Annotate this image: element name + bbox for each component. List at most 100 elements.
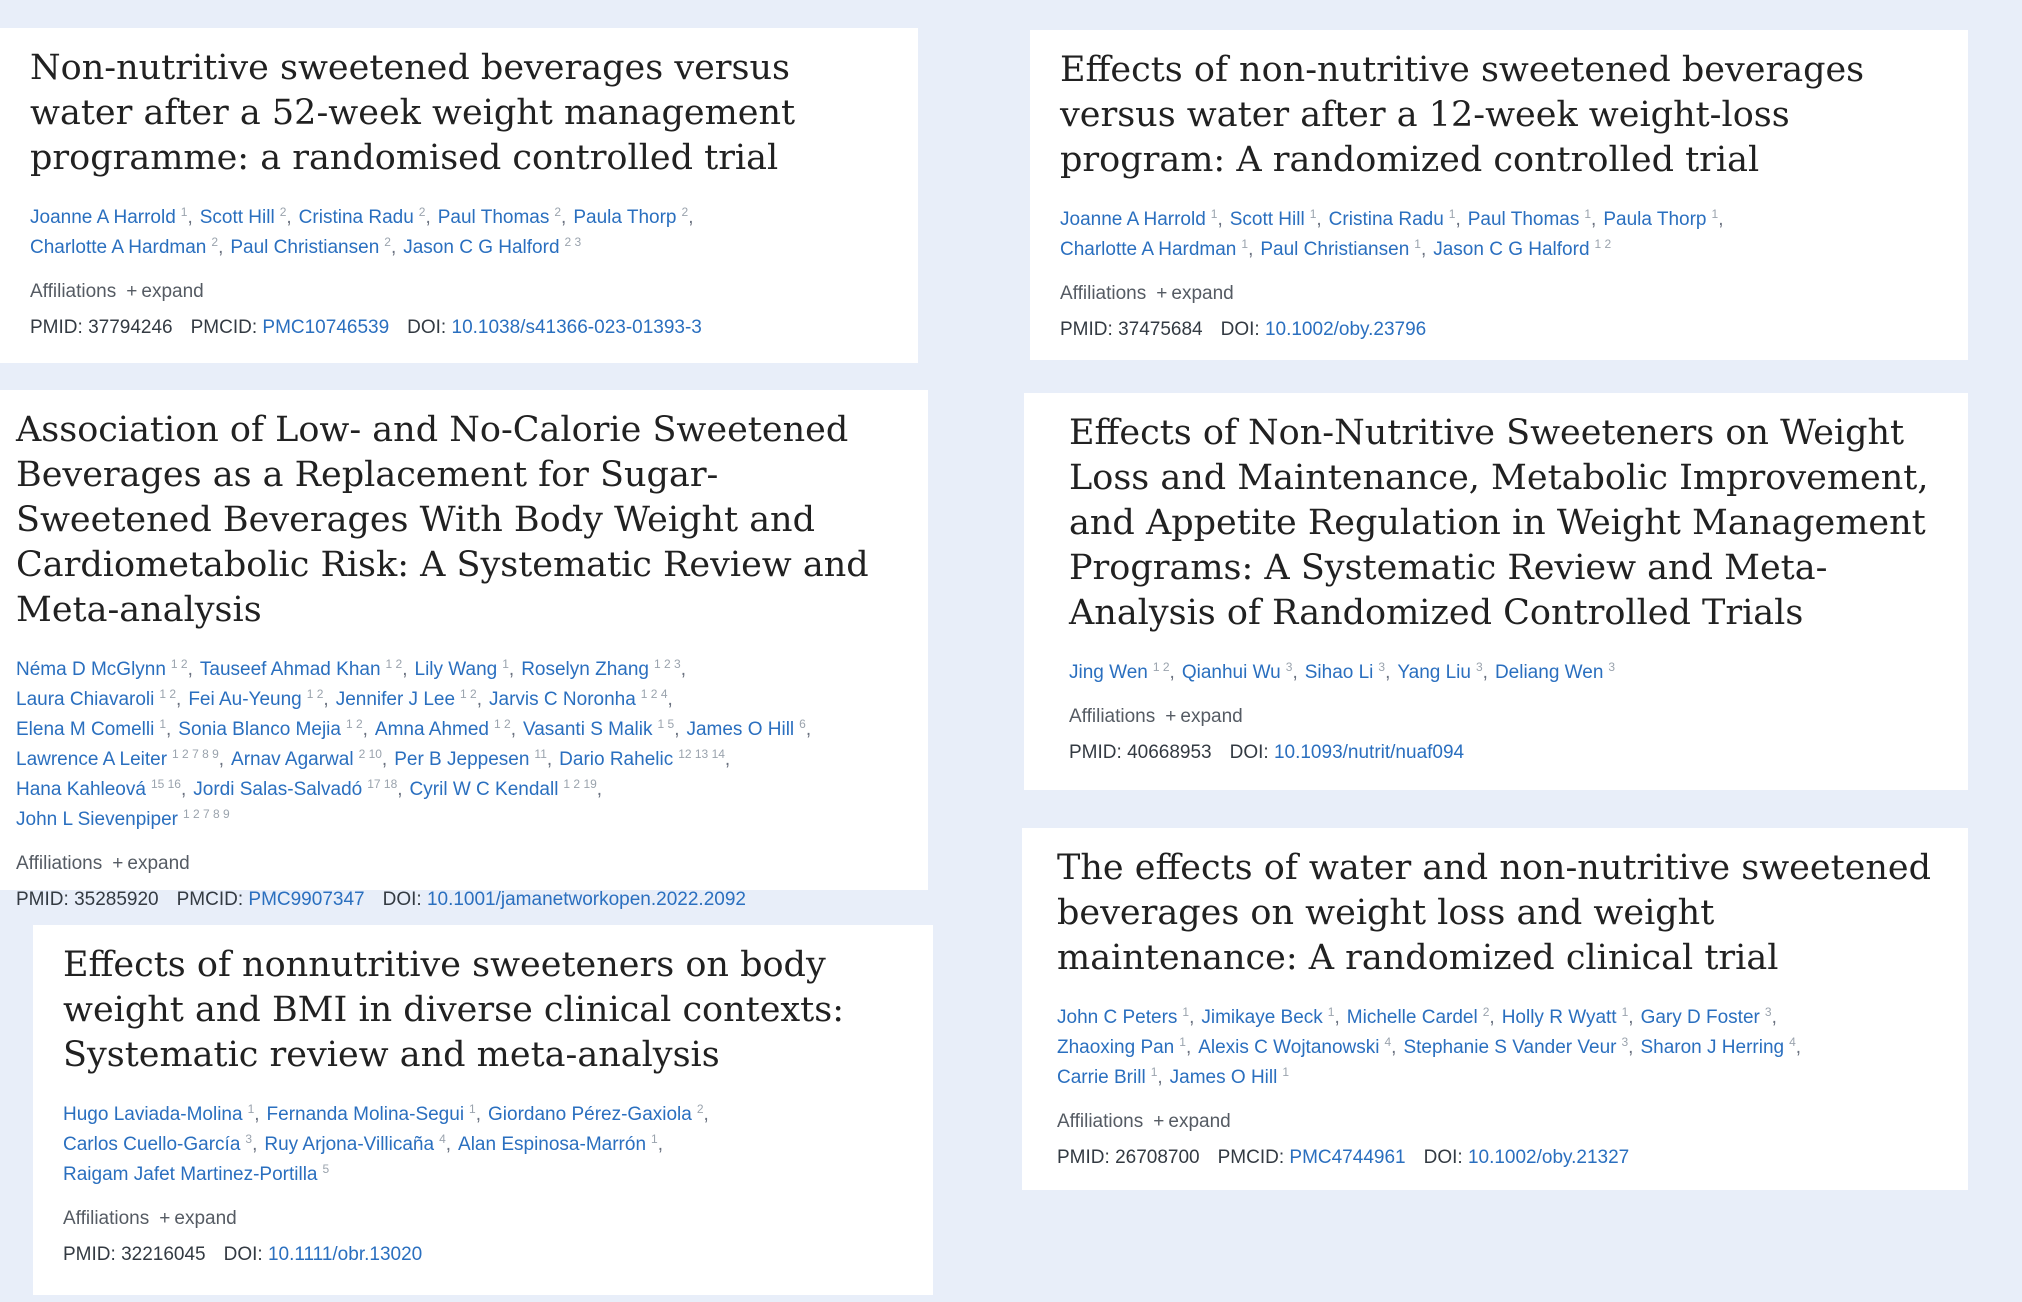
author-name: Yang Liu <box>1397 662 1471 683</box>
affiliations-toggle[interactable]: Affiliations + expand <box>16 849 898 879</box>
doi-link[interactable]: 10.1002/oby.21327 <box>1467 1147 1630 1168</box>
author-link[interactable]: Charlotte A Hardman 1 <box>1060 238 1248 260</box>
author-link[interactable]: Néma D McGlynn 1 2 <box>16 658 188 680</box>
affiliations-toggle[interactable]: Affiliations + expand <box>30 277 888 307</box>
author-link[interactable]: Hugo Laviada-Molina 1 <box>63 1103 254 1125</box>
article-title[interactable]: Effects of non-nutritive sweetened bever… <box>1060 50 1865 180</box>
author-link[interactable]: Deliang Wen 3 <box>1495 661 1615 683</box>
doi-link[interactable]: 10.1038/s41366-023-01393-3 <box>451 317 702 338</box>
author-link[interactable]: Holly R Wyatt 1 <box>1502 1006 1629 1028</box>
pmcid-link[interactable]: PMC4744961 <box>1289 1147 1406 1168</box>
author-link[interactable]: Jordi Salas-Salvadó 17 18 <box>193 778 397 800</box>
author-link[interactable]: Paul Thomas 1 <box>1468 208 1591 230</box>
author-link[interactable]: Giordano Pérez-Gaxiola 2 <box>488 1103 704 1125</box>
doi-link[interactable]: 10.1111/obr.13020 <box>267 1244 423 1265</box>
author-link[interactable]: Dario Rahelic 12 13 14 <box>559 748 725 770</box>
affiliation-number: 1 2 <box>306 687 324 701</box>
author-link[interactable]: John C Peters 1 <box>1057 1006 1189 1028</box>
author-link[interactable]: Charlotte A Hardman 2 <box>30 235 219 258</box>
affiliations-toggle[interactable]: Affiliations + expand <box>1069 702 1938 732</box>
author-name: Scott Hill <box>199 207 275 228</box>
author-separator: , <box>187 659 193 680</box>
article-title[interactable]: The effects of water and non-nutritive s… <box>1057 848 1932 978</box>
author-name: James O Hill <box>686 719 795 740</box>
author-link[interactable]: Cristina Radu 1 <box>1329 208 1456 230</box>
author-link[interactable]: Yang Liu 3 <box>1397 661 1482 683</box>
article-identifiers: PMID: 37794246 PMCID: PMC10746539 DOI: 10.… <box>30 313 888 343</box>
doi-link[interactable]: 10.1001/jamanetworkopen.2022.2092 <box>426 889 746 910</box>
affiliation-number: 6 <box>799 717 806 731</box>
author-link[interactable]: Ruy Arjona-Villicaña 4 <box>264 1133 445 1155</box>
author-link[interactable]: Paula Thorp 1 <box>1603 207 1719 230</box>
author-link[interactable]: Raigam Jafet Martinez-Portilla 5 <box>63 1163 329 1185</box>
doi-link[interactable]: 10.1093/nutrit/nuaf094 <box>1273 742 1465 763</box>
author-link[interactable]: Alan Espinosa-Marrón 1 <box>458 1133 658 1155</box>
author-link[interactable]: Vasanti S Malik 1 5 <box>523 718 674 740</box>
author-link[interactable]: Lily Wang 1 <box>415 658 509 680</box>
author-link[interactable]: Paul Thomas 2 <box>438 206 561 228</box>
pmcid-link[interactable]: PMC10746539 <box>262 317 390 338</box>
author-link[interactable]: Hana Kahleová 15 16 <box>16 778 181 800</box>
author-link[interactable]: James O Hill 6 <box>686 717 806 740</box>
author-link[interactable]: Cristina Radu 2 <box>299 206 426 228</box>
author-link[interactable]: John L Sievenpiper 1 2 7 8 9 <box>16 808 230 830</box>
author-link[interactable]: Zhaoxing Pan 1 <box>1057 1036 1186 1058</box>
author-link[interactable]: Stephanie S Vander Veur 3 <box>1403 1036 1628 1058</box>
doi-link[interactable]: 10.1002/oby.23796 <box>1264 319 1427 340</box>
affiliations-toggle[interactable]: Affiliations + expand <box>1057 1107 1938 1137</box>
author-link[interactable]: Carlos Cuello-García 3 <box>63 1133 252 1155</box>
author-link[interactable]: Arnav Agarwal 2 10 <box>231 748 382 770</box>
author-link[interactable]: Carrie Brill 1 <box>1057 1066 1157 1088</box>
author-link[interactable]: Jarvis C Noronha 1 2 4 <box>489 688 667 710</box>
affiliation-number: 2 <box>211 235 219 249</box>
affiliation-number: 1 2 <box>159 687 177 701</box>
pmcid-link[interactable]: PMC9907347 <box>248 889 365 910</box>
author-separator: , <box>703 1104 709 1125</box>
author-link[interactable]: Lawrence A Leiter 1 2 7 8 9 <box>16 748 219 770</box>
author-link[interactable]: Paul Christiansen 1 <box>1260 238 1421 260</box>
author-link[interactable]: Gary D Foster 3 <box>1641 1006 1772 1028</box>
author-link[interactable]: Per B Jeppesen 11 <box>394 748 547 770</box>
author-link[interactable]: Sharon J Herring 4 <box>1640 1036 1795 1058</box>
article-title[interactable]: Effects of Non-Nutritive Sweeteners on W… <box>1069 413 1929 633</box>
article-title[interactable]: Association of Low- and No-Calorie Sweet… <box>16 410 869 630</box>
author-link[interactable]: Jason C G Halford 1 2 <box>1433 238 1611 260</box>
author-list: Néma D McGlynn 1 2, Tauseef Ahmad Khan 1 2,… <box>16 655 898 835</box>
author-link[interactable]: Fei Au-Yeung 1 2 <box>188 687 324 710</box>
author-link[interactable]: Jason C G Halford 2 3 <box>403 236 581 258</box>
author-link[interactable]: Joanne A Harrold 1 <box>30 206 187 228</box>
author-link[interactable]: Alexis C Wojtanowski 4 <box>1198 1036 1391 1058</box>
author-link[interactable]: Fernanda Molina-Segui 1 <box>267 1103 476 1125</box>
author-link[interactable]: Scott Hill 2 <box>199 206 287 228</box>
author-name: James O Hill <box>1169 1067 1278 1088</box>
author-link[interactable]: James O Hill 1 <box>1169 1066 1289 1088</box>
article-title[interactable]: Non-nutritive sweetened beverages versus… <box>30 48 796 178</box>
author-link[interactable]: Jennifer J Lee 1 2 <box>336 688 477 710</box>
author-link[interactable]: Laura Chiavaroli 1 2 <box>16 687 177 710</box>
author-name: Jarvis C Noronha <box>489 689 636 710</box>
author-link[interactable]: Cyril W C Kendall 1 2 19 <box>410 778 597 800</box>
author-link[interactable]: Jimikaye Beck 1 <box>1201 1006 1334 1028</box>
affiliation-number: 1 <box>1711 207 1719 221</box>
author-link[interactable]: Qianhui Wu 3 <box>1182 661 1293 683</box>
author-link[interactable]: Sihao Li 3 <box>1305 661 1385 683</box>
expand-label: expand <box>141 281 204 302</box>
author-link[interactable]: Jing Wen 1 2 <box>1069 661 1170 683</box>
author-link[interactable]: Roselyn Zhang 1 2 3 <box>521 658 681 680</box>
author-link[interactable]: Paul Christiansen 2 <box>230 236 391 258</box>
affiliations-toggle[interactable]: Affiliations + expand <box>63 1204 903 1234</box>
author-link[interactable]: Joanne A Harrold 1 <box>1060 208 1217 230</box>
author-link[interactable]: Scott Hill 1 <box>1230 208 1317 230</box>
doi-label: DOI: <box>407 317 447 338</box>
author-link[interactable]: Sonia Blanco Mejia 1 2 <box>178 718 362 740</box>
affiliations-toggle[interactable]: Affiliations + expand <box>1060 279 1938 309</box>
author-link[interactable]: Tauseef Ahmad Khan 1 2 <box>200 658 402 680</box>
author-name: Raigam Jafet Martinez-Portilla <box>63 1164 318 1185</box>
author-link[interactable]: Paula Thorp 2 <box>573 206 688 228</box>
author-separator: , <box>1628 1037 1634 1058</box>
author-link[interactable]: Michelle Cardel 2 <box>1347 1006 1490 1028</box>
author-link[interactable]: Amna Ahmed 1 2 <box>375 718 511 740</box>
article-title[interactable]: Effects of nonnutritive sweeteners on bo… <box>63 945 844 1075</box>
doi-label: DOI: <box>223 1244 263 1265</box>
author-link[interactable]: Elena M Comelli 1 <box>16 718 166 740</box>
